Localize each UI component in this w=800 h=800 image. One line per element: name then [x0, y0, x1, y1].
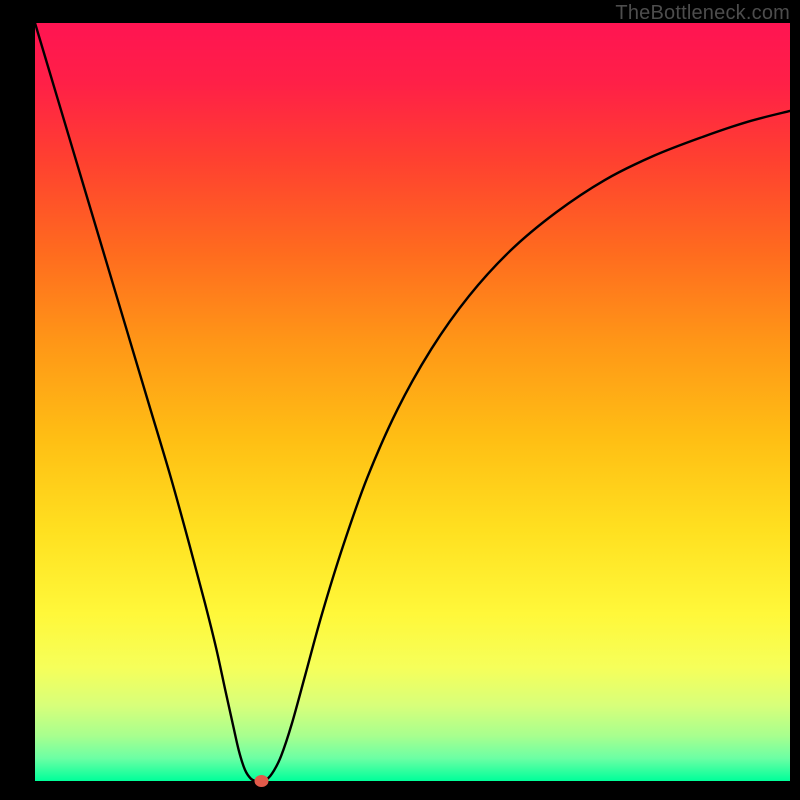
- chart-svg: [0, 0, 800, 800]
- optimum-marker: [255, 775, 269, 787]
- bottleneck-chart: TheBottleneck.com: [0, 0, 800, 800]
